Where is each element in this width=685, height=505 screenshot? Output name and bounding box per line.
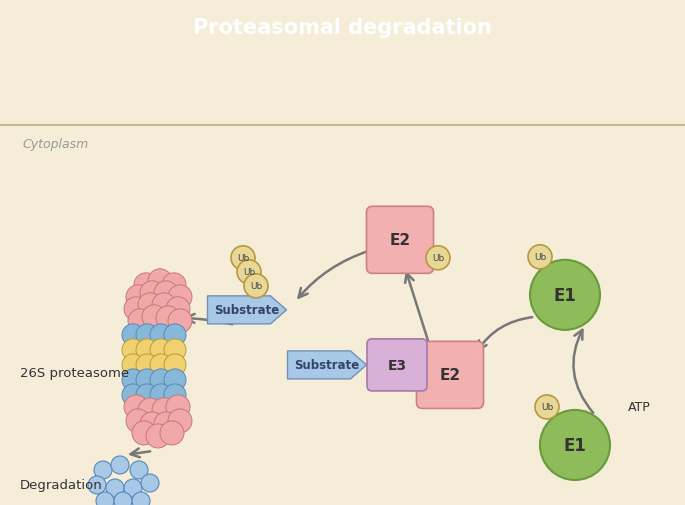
Circle shape [141,474,159,492]
Circle shape [122,384,144,406]
Circle shape [124,395,148,419]
Circle shape [535,395,559,419]
Circle shape [138,293,162,317]
FancyArrow shape [288,351,366,379]
Circle shape [126,285,150,309]
Circle shape [164,384,186,406]
Circle shape [136,384,158,406]
Circle shape [162,273,186,297]
Circle shape [237,260,261,284]
Circle shape [128,309,152,333]
Circle shape [138,398,162,422]
Circle shape [160,421,184,445]
Circle shape [164,324,186,346]
Text: E3: E3 [388,358,407,372]
Circle shape [152,293,176,317]
Circle shape [124,479,142,497]
Text: Ub: Ub [534,253,546,262]
Circle shape [168,285,192,309]
Circle shape [106,479,124,497]
Circle shape [231,246,255,270]
Text: Ub: Ub [250,282,262,291]
Circle shape [130,461,148,479]
Circle shape [94,461,112,479]
Circle shape [124,297,148,321]
Circle shape [530,260,600,330]
Circle shape [168,409,192,433]
Circle shape [122,324,144,346]
Text: ATP: ATP [628,400,651,414]
Circle shape [142,305,166,329]
Text: Ub: Ub [432,254,444,263]
Text: Proteasomal degradation: Proteasomal degradation [193,18,492,38]
Circle shape [528,245,552,269]
Circle shape [132,421,156,445]
Circle shape [146,424,170,448]
Circle shape [426,246,450,270]
Text: Ub: Ub [243,268,255,277]
Circle shape [166,395,190,419]
Text: Ub: Ub [541,402,553,412]
Circle shape [140,412,164,436]
Circle shape [140,281,164,305]
Circle shape [114,492,132,505]
FancyBboxPatch shape [367,339,427,391]
FancyBboxPatch shape [416,342,484,409]
Circle shape [148,269,172,293]
Circle shape [150,354,172,376]
Circle shape [168,309,192,333]
Circle shape [156,306,180,330]
Circle shape [154,281,178,305]
Circle shape [122,339,144,361]
FancyBboxPatch shape [366,207,434,274]
Text: Ub: Ub [237,254,249,263]
Text: E2: E2 [440,368,460,383]
Circle shape [136,354,158,376]
Text: Substrate: Substrate [295,359,360,372]
Circle shape [111,456,129,474]
Circle shape [122,369,144,391]
Circle shape [136,339,158,361]
Circle shape [152,398,176,422]
Text: Substrate: Substrate [214,304,279,317]
Text: Cytoplasm: Cytoplasm [22,137,88,150]
Circle shape [122,354,144,376]
Circle shape [134,273,158,297]
Circle shape [150,339,172,361]
Circle shape [88,476,106,494]
Circle shape [244,274,268,298]
Circle shape [132,492,150,505]
Circle shape [164,369,186,391]
Circle shape [96,492,114,505]
Text: 26S proteasome: 26S proteasome [20,367,129,380]
Circle shape [150,369,172,391]
Circle shape [164,354,186,376]
Text: E2: E2 [390,233,410,248]
Circle shape [136,369,158,391]
Circle shape [164,339,186,361]
Circle shape [136,324,158,346]
Text: Degradation: Degradation [20,479,103,491]
FancyArrow shape [208,296,286,324]
Circle shape [150,384,172,406]
Circle shape [126,409,150,433]
Circle shape [166,297,190,321]
Circle shape [154,412,178,436]
Text: E1: E1 [553,286,577,304]
Circle shape [150,324,172,346]
Text: E1: E1 [564,436,586,454]
Circle shape [540,410,610,480]
